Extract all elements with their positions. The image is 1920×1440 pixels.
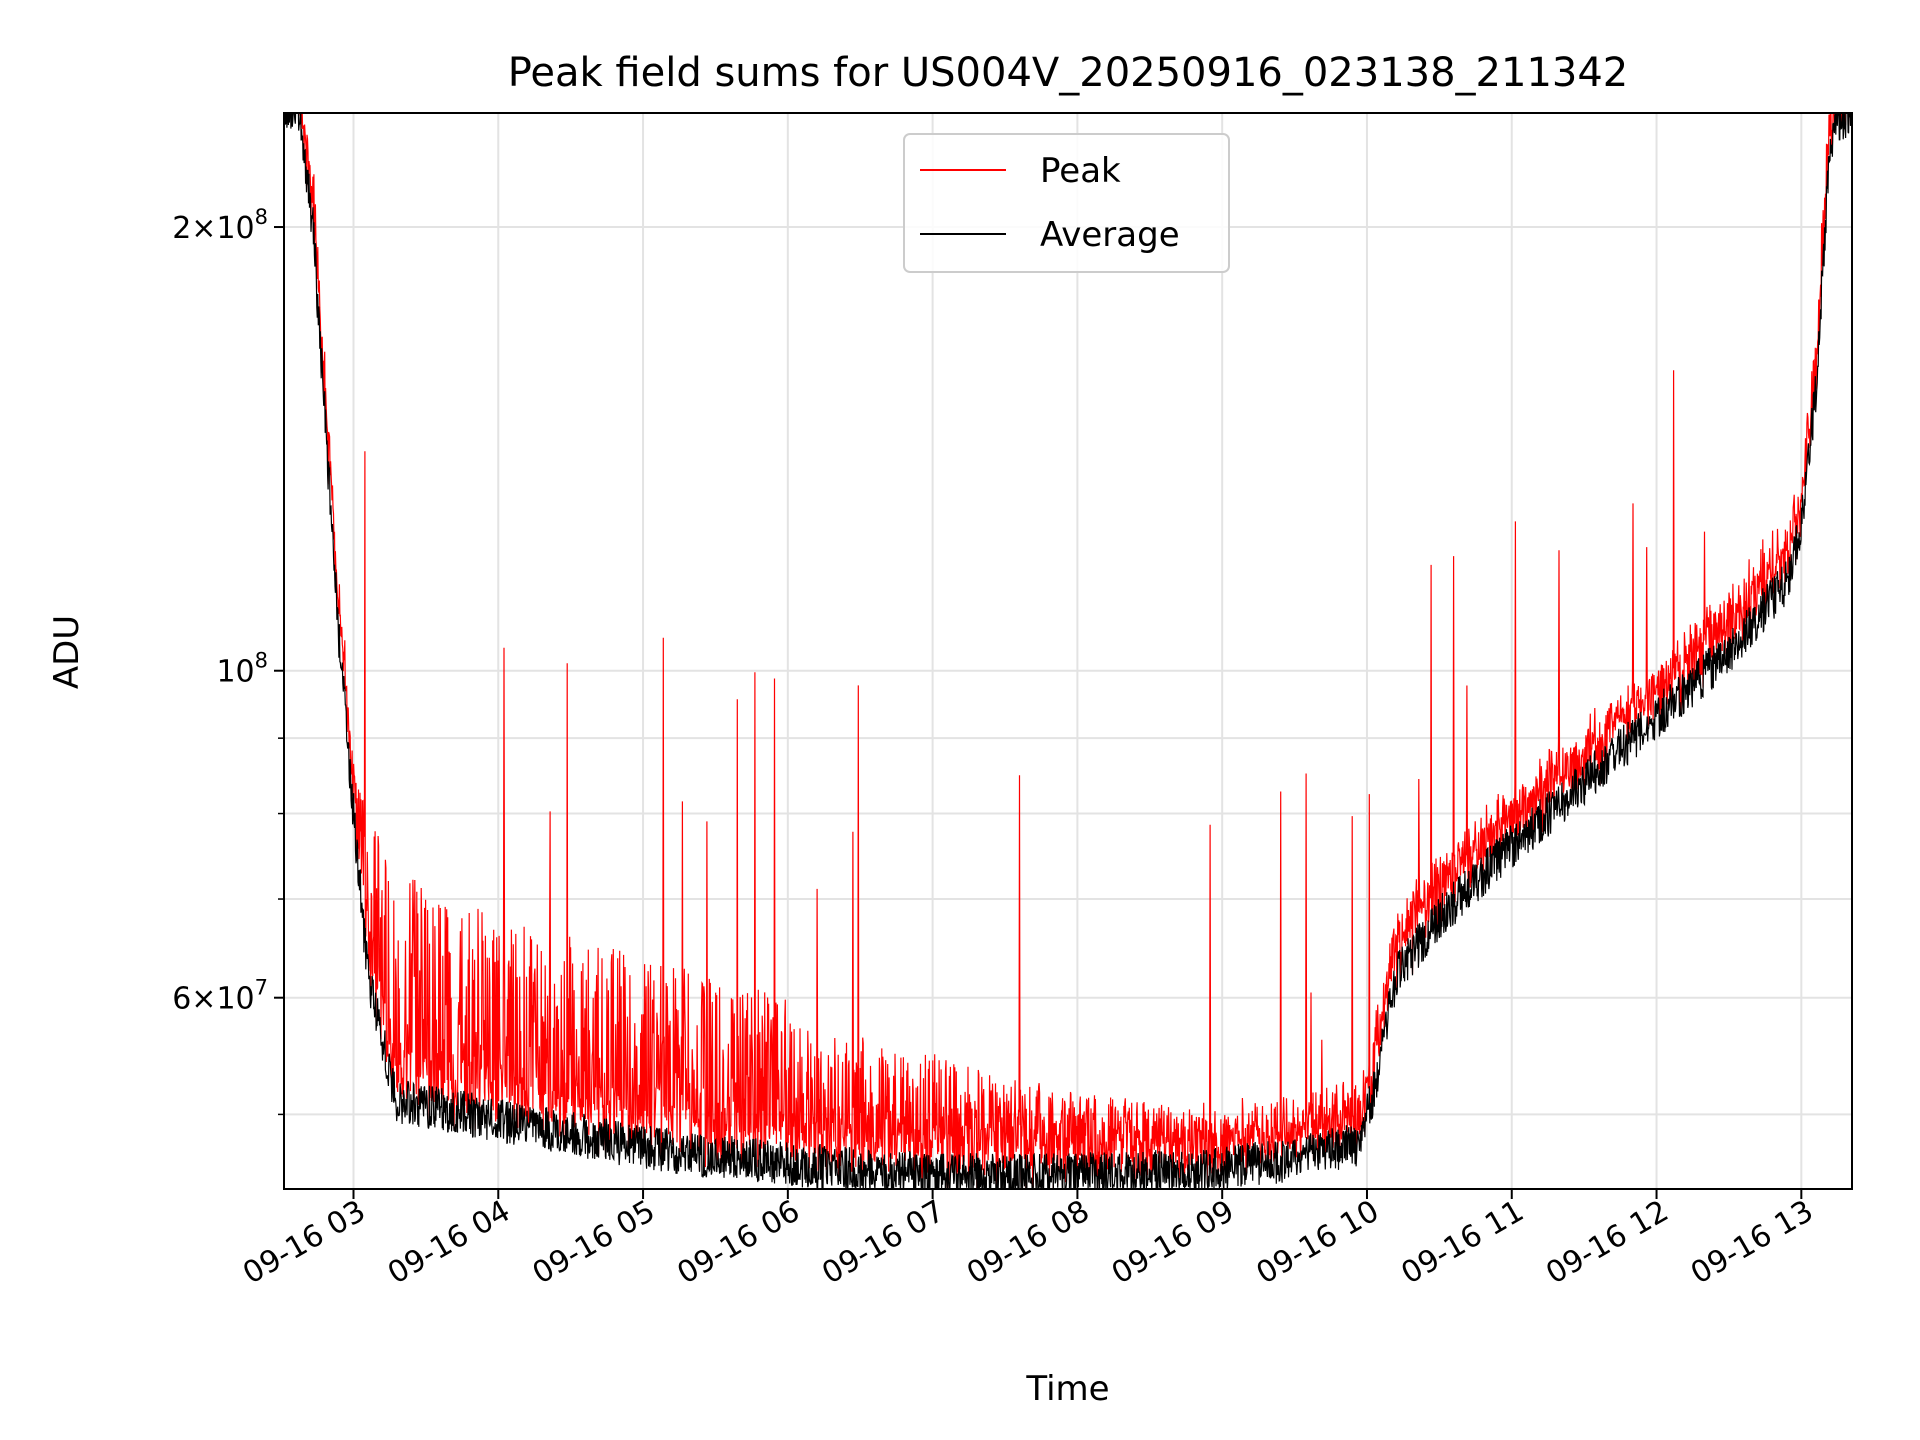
chart-title: Peak field sums for US004V_20250916_0231…	[508, 50, 1629, 96]
legend-peak-label: Peak	[1040, 151, 1121, 191]
legend: Peak Average	[903, 133, 1230, 273]
plot-frame	[283, 112, 1853, 1190]
y-tick-label: 2×108	[172, 205, 268, 246]
y-tick-label: 6×107	[172, 976, 268, 1017]
series-layer	[284, 113, 1852, 1189]
x-axis-label: Time	[1025, 1369, 1109, 1409]
peak-series-line	[287, 113, 1852, 1189]
y-tick-label: 108	[216, 649, 268, 690]
y-axis-label: ADU	[47, 615, 87, 689]
legend-average-label: Average	[1040, 215, 1180, 255]
average-series-line	[284, 113, 1852, 1189]
legend-box	[903, 133, 1230, 273]
